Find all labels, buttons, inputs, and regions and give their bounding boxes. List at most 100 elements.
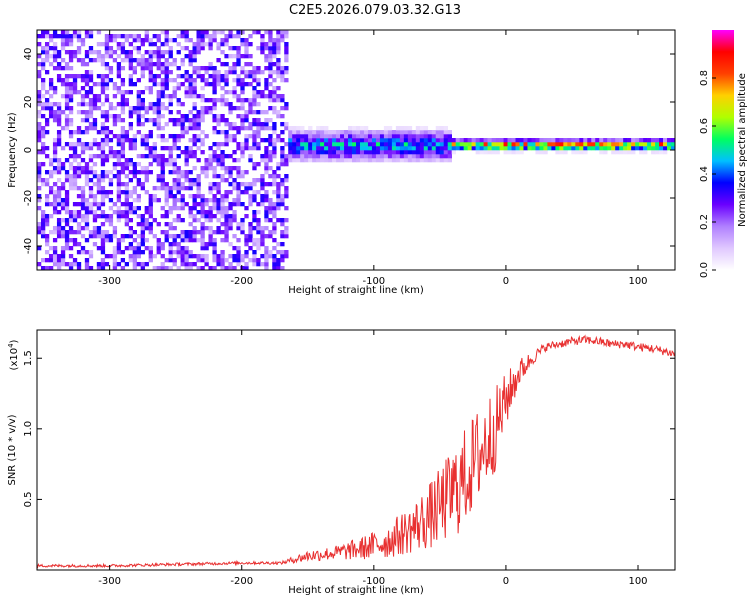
spectrogram-cell [37, 54, 42, 59]
spectrogram-cell [208, 82, 213, 87]
spectrogram-cell [256, 162, 261, 167]
spectrogram-cell [176, 190, 181, 195]
spectrogram-cell [248, 126, 253, 131]
spectrogram-cell [324, 130, 329, 135]
spectrogram-cell [148, 42, 153, 47]
spectrogram-cell [172, 258, 177, 263]
spectrogram-cell [80, 234, 86, 239]
spectrogram-cell [124, 218, 130, 223]
spectrogram-cell [359, 154, 365, 159]
spectrogram-cell [100, 146, 106, 151]
spectrogram-cell [48, 174, 54, 179]
spectrogram-cell [40, 50, 46, 55]
spectrogram-cell [160, 102, 165, 107]
spectrogram-cell [120, 138, 126, 143]
spectrogram-cell [112, 230, 118, 235]
spectrogram-cell [280, 150, 285, 155]
spectrogram-cell [100, 222, 106, 227]
spectrogram-cell [340, 134, 345, 139]
spectrogram-cell [52, 102, 58, 107]
spectrogram-cell [184, 158, 189, 163]
spectrogram-cell [515, 150, 520, 155]
spectrogram-cell [124, 182, 130, 187]
spectrogram-cell [140, 226, 145, 231]
spectrogram-cell [595, 138, 600, 143]
spectrogram-cell [172, 178, 177, 183]
spectrogram-cell [276, 70, 281, 75]
spectrogram-cell [64, 102, 70, 107]
spectrogram-cell [268, 158, 273, 163]
spectrogram-cell [419, 158, 425, 163]
spectrogram-cell [288, 138, 293, 143]
spectrogram-cell [148, 214, 153, 219]
spectrogram-cell [415, 138, 421, 143]
spectrogram-cell [344, 146, 349, 151]
spectrogram-cell [256, 246, 261, 251]
spectrogram-cell [84, 262, 90, 267]
spectrogram-cell [192, 166, 197, 171]
spectrogram-cell [204, 78, 209, 83]
spectrogram-cell [72, 230, 78, 235]
spectrogram-cell [264, 226, 269, 231]
spectrogram-cell [148, 134, 153, 139]
spectrogram-cell [308, 130, 313, 135]
spectrogram-cell [104, 114, 110, 119]
spectrogram-cell [120, 98, 126, 103]
spectrogram-cell [244, 250, 249, 255]
spectrogram-cell [168, 170, 173, 175]
spectrogram-cell [56, 78, 62, 83]
spectrogram-cell [60, 126, 66, 131]
spectrogram-cell [248, 42, 253, 47]
spectrogram-cell [228, 122, 233, 127]
spectrogram-cell [52, 202, 58, 207]
spectrogram-cell [37, 222, 42, 227]
spectrogram-cell [244, 262, 249, 267]
spectrogram-cell [659, 150, 664, 155]
spectrogram-cell [535, 138, 540, 143]
spectrogram-cell [196, 230, 201, 235]
spectrogram-cell [499, 146, 504, 151]
spectrogram-cell [200, 254, 205, 259]
spectrogram-cell [104, 190, 110, 195]
spectrogram-cell [160, 158, 165, 163]
spectrogram-cell [240, 78, 245, 83]
spectrogram-cell [451, 138, 456, 143]
spectrogram-cell [37, 90, 42, 95]
spectrogram-cell [232, 94, 237, 99]
spectrogram-cell [37, 170, 42, 175]
spectrogram-cell [84, 166, 90, 171]
spectrogram-cell [284, 158, 289, 163]
spectrogram-cell [252, 74, 257, 79]
spectrogram-cell [112, 38, 118, 43]
spectrogram-cell [172, 226, 177, 231]
spectrogram-cell [308, 138, 313, 143]
spectrogram-cell [264, 218, 269, 223]
spectrogram-cell [272, 46, 277, 51]
spectrogram-cell [124, 38, 130, 43]
spectrogram-cell [88, 230, 94, 235]
spectrogram-cell [236, 106, 241, 111]
spectrogram-cell [435, 130, 441, 135]
spectrogram-cell [128, 170, 133, 175]
spectrogram-cell [37, 206, 42, 211]
spectrogram-cell [264, 150, 269, 155]
figure-title: C2E5.2026.079.03.32.G13 [289, 3, 461, 18]
spectrogram-cell [256, 146, 261, 151]
spectrogram-cell [252, 182, 257, 187]
spectrogram-cell [116, 182, 122, 187]
spectrogram-cell [144, 134, 149, 139]
spectrogram-cell [104, 118, 110, 123]
spectrogram-cell [84, 50, 90, 55]
spectrogram-cell [192, 94, 197, 99]
spectrogram-cell [148, 58, 153, 63]
spectrogram-cell [232, 126, 237, 131]
spectrogram-cell [188, 118, 193, 123]
spectrogram-cell [168, 38, 173, 43]
spectrogram-cell [599, 142, 604, 147]
spectrogram-cell [356, 154, 361, 159]
spectrogram-cell [56, 134, 62, 139]
spectrogram-cell [252, 94, 257, 99]
x-tick-label: -300 [98, 576, 121, 587]
snr-x-ticks: -300 -200 -100 0 100 [98, 330, 648, 587]
spectrogram-cell [132, 206, 137, 211]
